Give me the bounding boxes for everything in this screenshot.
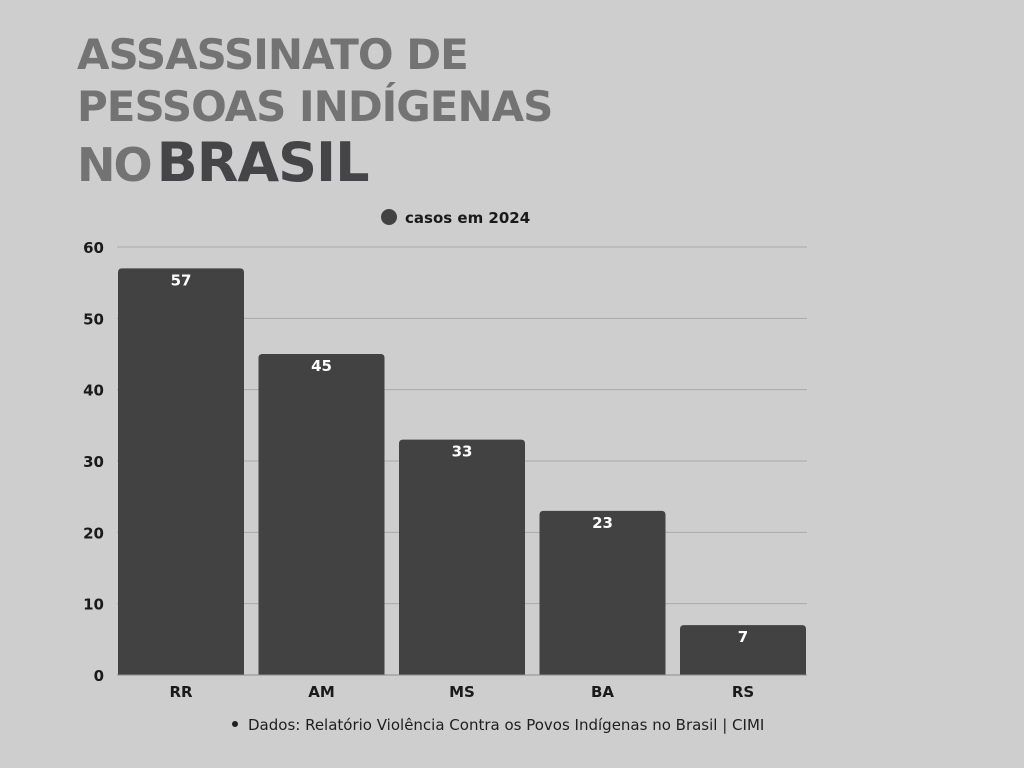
source-text: Dados: Relatório Violência Contra os Pov… [248, 716, 765, 734]
bar-value-label: 23 [592, 514, 613, 532]
bar-value-label: 57 [171, 271, 192, 289]
y-axis: 0 10 20 30 40 50 60 [83, 239, 104, 685]
bar-rr [118, 268, 244, 675]
x-tick-label: RS [732, 683, 754, 701]
x-tick-label: MS [449, 683, 475, 701]
chart-legend: casos em 2024 [381, 209, 530, 227]
bullet-icon [232, 720, 238, 727]
y-tick-label: 60 [83, 239, 104, 257]
title-line-1: ASSASSINATO DE [77, 30, 469, 79]
title-emphasis: BRASIL [156, 131, 370, 194]
bar-am [258, 354, 385, 675]
bar-ba [539, 510, 666, 675]
legend-swatch [381, 209, 397, 225]
bar-value-label: 33 [452, 443, 473, 461]
x-tick-label: AM [308, 683, 335, 701]
bar-value-label: 7 [738, 628, 748, 646]
title-line-2: PESSOAS INDÍGENAS [77, 82, 553, 131]
bar-ms [399, 439, 525, 675]
y-tick-label: 40 [83, 382, 104, 400]
y-tick-label: 10 [83, 596, 104, 614]
title-line-3: NO BRASIL [77, 136, 370, 192]
bars: 57 45 33 23 7 [118, 268, 806, 675]
x-tick-label: RR [169, 683, 193, 701]
title-prefix: NO [77, 138, 153, 192]
x-axis: RR AM MS BA RS [117, 674, 807, 701]
bar-value-label: 45 [311, 357, 332, 375]
y-tick-label: 30 [83, 453, 104, 471]
bar-rs [680, 625, 806, 675]
y-tick-label: 0 [94, 667, 104, 685]
legend-label: casos em 2024 [405, 209, 530, 227]
x-tick-label: BA [591, 683, 614, 701]
y-tick-label: 20 [83, 524, 104, 542]
y-tick-label: 50 [83, 310, 104, 328]
source-note: Dados: Relatório Violência Contra os Pov… [232, 716, 764, 734]
